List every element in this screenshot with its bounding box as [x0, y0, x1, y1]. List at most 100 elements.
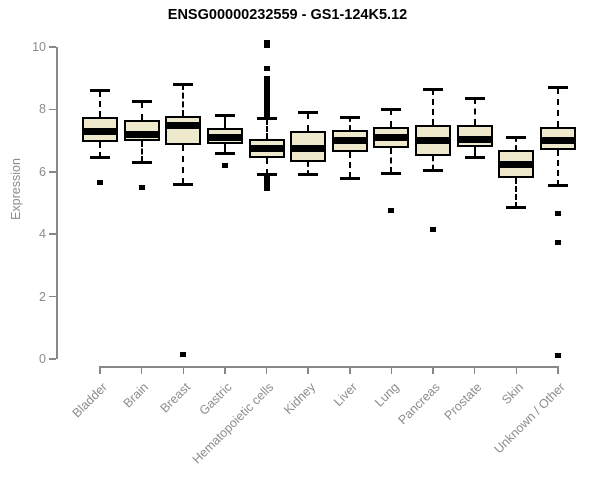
whisker-cap-upper — [506, 135, 527, 139]
y-axis-line — [56, 47, 58, 359]
whisker-lower — [140, 140, 143, 163]
whisker-cap-lower — [506, 206, 527, 210]
x-tick — [140, 366, 143, 374]
median-line — [125, 130, 158, 138]
x-tick — [557, 366, 559, 374]
whisker-cap-upper — [464, 96, 485, 100]
x-tick-label: Kidney — [281, 380, 319, 417]
median-line — [458, 135, 491, 143]
median-line — [292, 144, 325, 152]
x-tick-label: Liver — [330, 380, 360, 410]
median-line — [167, 121, 200, 129]
y-tick-label: 4 — [39, 227, 46, 242]
whisker-cap-lower — [131, 160, 152, 164]
median-line — [500, 160, 533, 168]
x-tick — [349, 366, 351, 374]
y-tick-label: 6 — [39, 164, 46, 179]
whisker-upper — [265, 118, 268, 140]
whisker-cap-lower — [547, 184, 568, 188]
whisker-cap-upper — [90, 89, 110, 93]
outlier-point — [554, 211, 561, 217]
x-tick — [390, 366, 393, 374]
whisker-lower — [182, 145, 185, 185]
outlier-point — [138, 184, 145, 190]
x-tick-label: Prostate — [441, 380, 485, 423]
outlier-point — [263, 75, 270, 81]
whisker-lower — [223, 143, 226, 154]
outlier-point — [263, 178, 270, 184]
y-tick — [49, 358, 56, 360]
x-tick-label: Pancreas — [395, 380, 443, 428]
outlier-point — [263, 181, 270, 187]
outlier-point — [554, 239, 561, 245]
x-tick — [307, 366, 309, 374]
whisker-upper — [556, 87, 559, 127]
x-tick-label: Gastric — [196, 380, 235, 418]
whisker-upper — [182, 84, 185, 116]
outlier-point — [263, 186, 270, 192]
outlier-point — [180, 351, 187, 357]
whisker-cap-lower — [173, 182, 194, 186]
whisker-cap-lower — [90, 156, 110, 160]
whisker-cap-lower — [464, 156, 485, 160]
y-tick — [49, 295, 56, 298]
whisker-upper — [140, 101, 143, 121]
whisker-lower — [473, 146, 476, 158]
y-tick-label: 2 — [39, 289, 46, 304]
y-tick — [49, 46, 56, 48]
outlier-point — [263, 113, 270, 119]
whisker-cap-upper — [131, 100, 152, 104]
box — [165, 115, 202, 146]
median-line — [375, 133, 408, 141]
outlier-point — [263, 39, 270, 45]
y-tick — [49, 171, 56, 173]
median-line — [250, 144, 283, 152]
outlier-point — [97, 180, 103, 186]
whisker-upper — [348, 117, 351, 130]
whisker-cap-lower — [214, 151, 235, 155]
outlier-point — [263, 175, 270, 181]
y-tick — [49, 233, 56, 235]
outlier-point — [388, 208, 395, 214]
x-tick — [265, 366, 268, 374]
median-line — [333, 137, 366, 145]
whisker-cap-upper — [547, 86, 568, 90]
x-tick — [182, 366, 185, 374]
whisker-cap-lower — [423, 168, 444, 172]
x-tick-label: Breast — [157, 380, 194, 416]
whisker-upper — [99, 90, 101, 118]
whisker-lower — [265, 157, 268, 175]
whisker-cap-upper — [214, 114, 235, 118]
x-tick — [224, 366, 226, 374]
whisker-cap-lower — [381, 171, 402, 175]
whisker-upper — [223, 115, 226, 129]
y-tick — [49, 108, 56, 111]
x-tick-label: Skin — [499, 380, 527, 408]
y-axis-label: Expression — [9, 158, 23, 220]
whisker-lower — [556, 149, 559, 186]
whisker-upper — [390, 109, 393, 127]
whisker-lower — [348, 151, 351, 179]
whisker-upper — [307, 112, 310, 132]
whisker-lower — [307, 162, 310, 175]
x-tick-label: Lung — [371, 380, 402, 410]
whisker-cap-upper — [298, 111, 319, 115]
median-line — [417, 137, 450, 145]
whisker-cap-upper — [381, 107, 402, 111]
outlier-point — [221, 163, 228, 169]
y-tick-label: 8 — [39, 102, 46, 117]
y-tick-label: 0 — [39, 352, 46, 366]
whisker-upper — [432, 89, 435, 125]
whisker-cap-lower — [298, 173, 319, 177]
whisker-lower — [432, 156, 435, 171]
whisker-lower — [99, 142, 101, 158]
whisker-upper — [473, 98, 476, 125]
outlier-point — [430, 227, 437, 233]
y-tick-label: 10 — [32, 40, 46, 54]
chart-title: ENSG00000232559 - GS1-124K5.12 — [167, 7, 408, 23]
x-tick — [432, 366, 434, 374]
x-tick-label: Bladder — [69, 380, 110, 421]
outlier-point — [263, 42, 270, 48]
median-line — [541, 137, 574, 145]
